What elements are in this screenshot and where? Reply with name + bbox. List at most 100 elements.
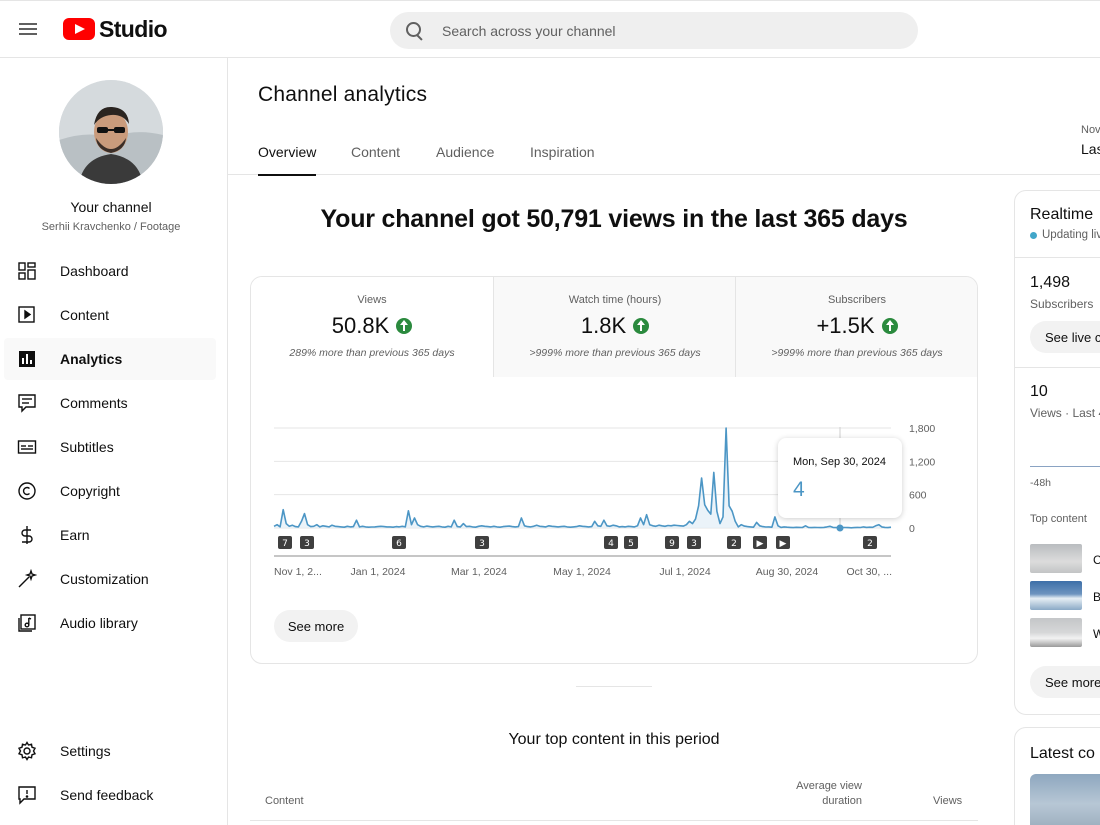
see-more-button[interactable]: See more [274,610,358,642]
tab-overview[interactable]: Overview [258,144,317,176]
sidebar-item-label: Copyright [60,483,120,499]
sidebar-item-earn[interactable]: Earn [4,514,216,556]
copyright-icon [17,481,37,501]
publish-marker [753,536,767,549]
publish-marker-label: 3 [304,539,310,549]
publish-marker [665,536,679,549]
publish-marker-label: 2 [867,539,873,549]
see-live-count-button[interactable]: See live c [1030,321,1100,353]
metric-value: 1.8K [494,313,736,339]
realtime-views-label: Views · Last 4 [1030,406,1100,420]
publish-marker [624,536,638,549]
publish-marker [300,536,314,549]
sidebar-item-content[interactable]: Content [4,294,216,336]
sidebar-item-comments[interactable]: Comments [4,382,216,424]
series-line [273,427,892,529]
x-tick-label: Oct 30, ... [846,566,892,578]
sidebar-item-subtitles[interactable]: Subtitles [4,426,216,468]
thumbnail[interactable] [1030,544,1082,573]
top-content-item[interactable]: W [1093,627,1100,641]
sidebar-item-send-feedback[interactable]: Send feedback [4,774,216,816]
thumbnail[interactable] [1030,618,1082,647]
metric-value-text: 1.8K [580,313,627,338]
column-header-avd-line2[interactable]: duration [822,795,862,807]
realtime-status: Updating liv [1030,229,1100,241]
metric-note: 289% more than previous 365 days [289,347,455,359]
publish-marker-label: 5 [628,539,634,549]
customization-icon [17,569,37,589]
sidebar-item-copyright[interactable]: Copyright [4,470,216,512]
latest-content-title: Latest co [1030,745,1095,762]
logo-text: Studio [99,15,168,42]
metric-value: 50.8K [251,313,493,339]
x-tick-label: Nov 1, 2... [274,566,322,578]
publish-marker-label: 7 [282,539,288,549]
audio-library-icon [17,613,37,633]
divider [735,277,736,377]
metric-subscribers[interactable]: Subscribers +1.5K >999% more than previo… [736,277,977,377]
sidebar-item-label: Earn [60,527,90,543]
comments-icon [17,393,37,413]
x-tick-label: Jan 1, 2024 [351,566,406,578]
sidebar: Your channel Serhii Kravchenko / Footage… [0,58,228,825]
thumbnail[interactable] [1030,774,1100,825]
arrow-up-icon [633,318,650,334]
sidebar-item-audio-library[interactable]: Audio library [4,602,216,644]
y-tick-label: 0 [909,523,915,535]
top-content-item[interactable]: B [1093,590,1100,604]
menu-icon[interactable] [16,17,40,41]
search-bar[interactable] [390,12,918,49]
tab-audience[interactable]: Audience [436,144,495,160]
metric-value-text: 50.8K [331,313,390,338]
metric-views[interactable]: Views 50.8K 289% more than previous 365 … [251,277,493,377]
date-range-label[interactable]: Nov [1081,124,1100,136]
chart-tooltip: Mon, Sep 30, 2024 4 [778,438,902,518]
search-input[interactable] [442,22,882,39]
metric-note: >999% more than previous 365 days [771,347,943,359]
search-icon[interactable] [405,21,425,41]
thumbnail[interactable] [1030,581,1082,610]
youtube-studio-logo[interactable]: Studio [63,15,168,42]
analytics-icon [17,349,37,369]
divider [493,277,494,377]
top-content-item[interactable]: C [1093,553,1100,567]
analytics-card: Views 50.8K 289% more than previous 365 … [250,276,978,664]
sidebar-item-customization[interactable]: Customization [4,558,216,600]
realtime-subscribers-label: Subscribers [1030,297,1094,311]
sidebar-item-label: Subtitles [60,439,114,455]
table-divider [250,820,978,821]
metric-watch-time[interactable]: Watch time (hours) 1.8K >999% more than … [494,277,736,377]
tab-inspiration[interactable]: Inspiration [530,144,595,160]
realtime-axis-label: -48h [1030,477,1052,489]
divider [576,686,652,687]
views-chart[interactable]: 1,800 1,200 600 0 7 3 6 3 4 5 9 3 2 ▶ ▶ 2 Nov 1, 2... Jan… [251,377,978,587]
metric-value-text: +1.5K [816,313,875,338]
sidebar-item-settings[interactable]: Settings [4,730,216,772]
sidebar-item-label: Send feedback [60,787,154,803]
page-title: Channel analytics [258,83,428,106]
publish-marker-label: 3 [479,539,485,549]
sidebar-item-analytics[interactable]: Analytics [4,338,216,380]
y-tick-label: 1,800 [909,423,935,435]
realtime-title: Realtime [1030,206,1094,223]
sidebar-item-dashboard[interactable]: Dashboard [4,250,216,292]
tab-bar: Overview Content Audience Inspiration [228,132,1100,176]
column-header-views[interactable]: Views [933,795,963,807]
y-tick-label: 1,200 [909,456,935,468]
date-range-value[interactable]: Las [1081,141,1100,157]
metric-title: Views [357,294,387,306]
column-header-avd-line1[interactable]: Average view [796,780,862,792]
avatar[interactable] [59,80,163,184]
tab-content[interactable]: Content [351,144,401,160]
realtime-card: Realtime Updating liv 1,498 Subscribers … [1014,190,1100,715]
column-header-content[interactable]: Content [265,795,304,807]
earn-icon [17,525,37,545]
sidebar-item-label: Analytics [60,351,123,367]
x-tick-label: Aug 30, 2024 [756,566,819,578]
see-more-button[interactable]: See more [1030,666,1100,698]
x-tick-label: Mar 1, 2024 [451,566,507,578]
sidebar-item-label: Customization [60,571,149,587]
metric-title: Watch time (hours) [568,294,662,306]
sidebar-item-label: Dashboard [60,263,129,279]
publish-marker-label: 3 [691,539,697,549]
